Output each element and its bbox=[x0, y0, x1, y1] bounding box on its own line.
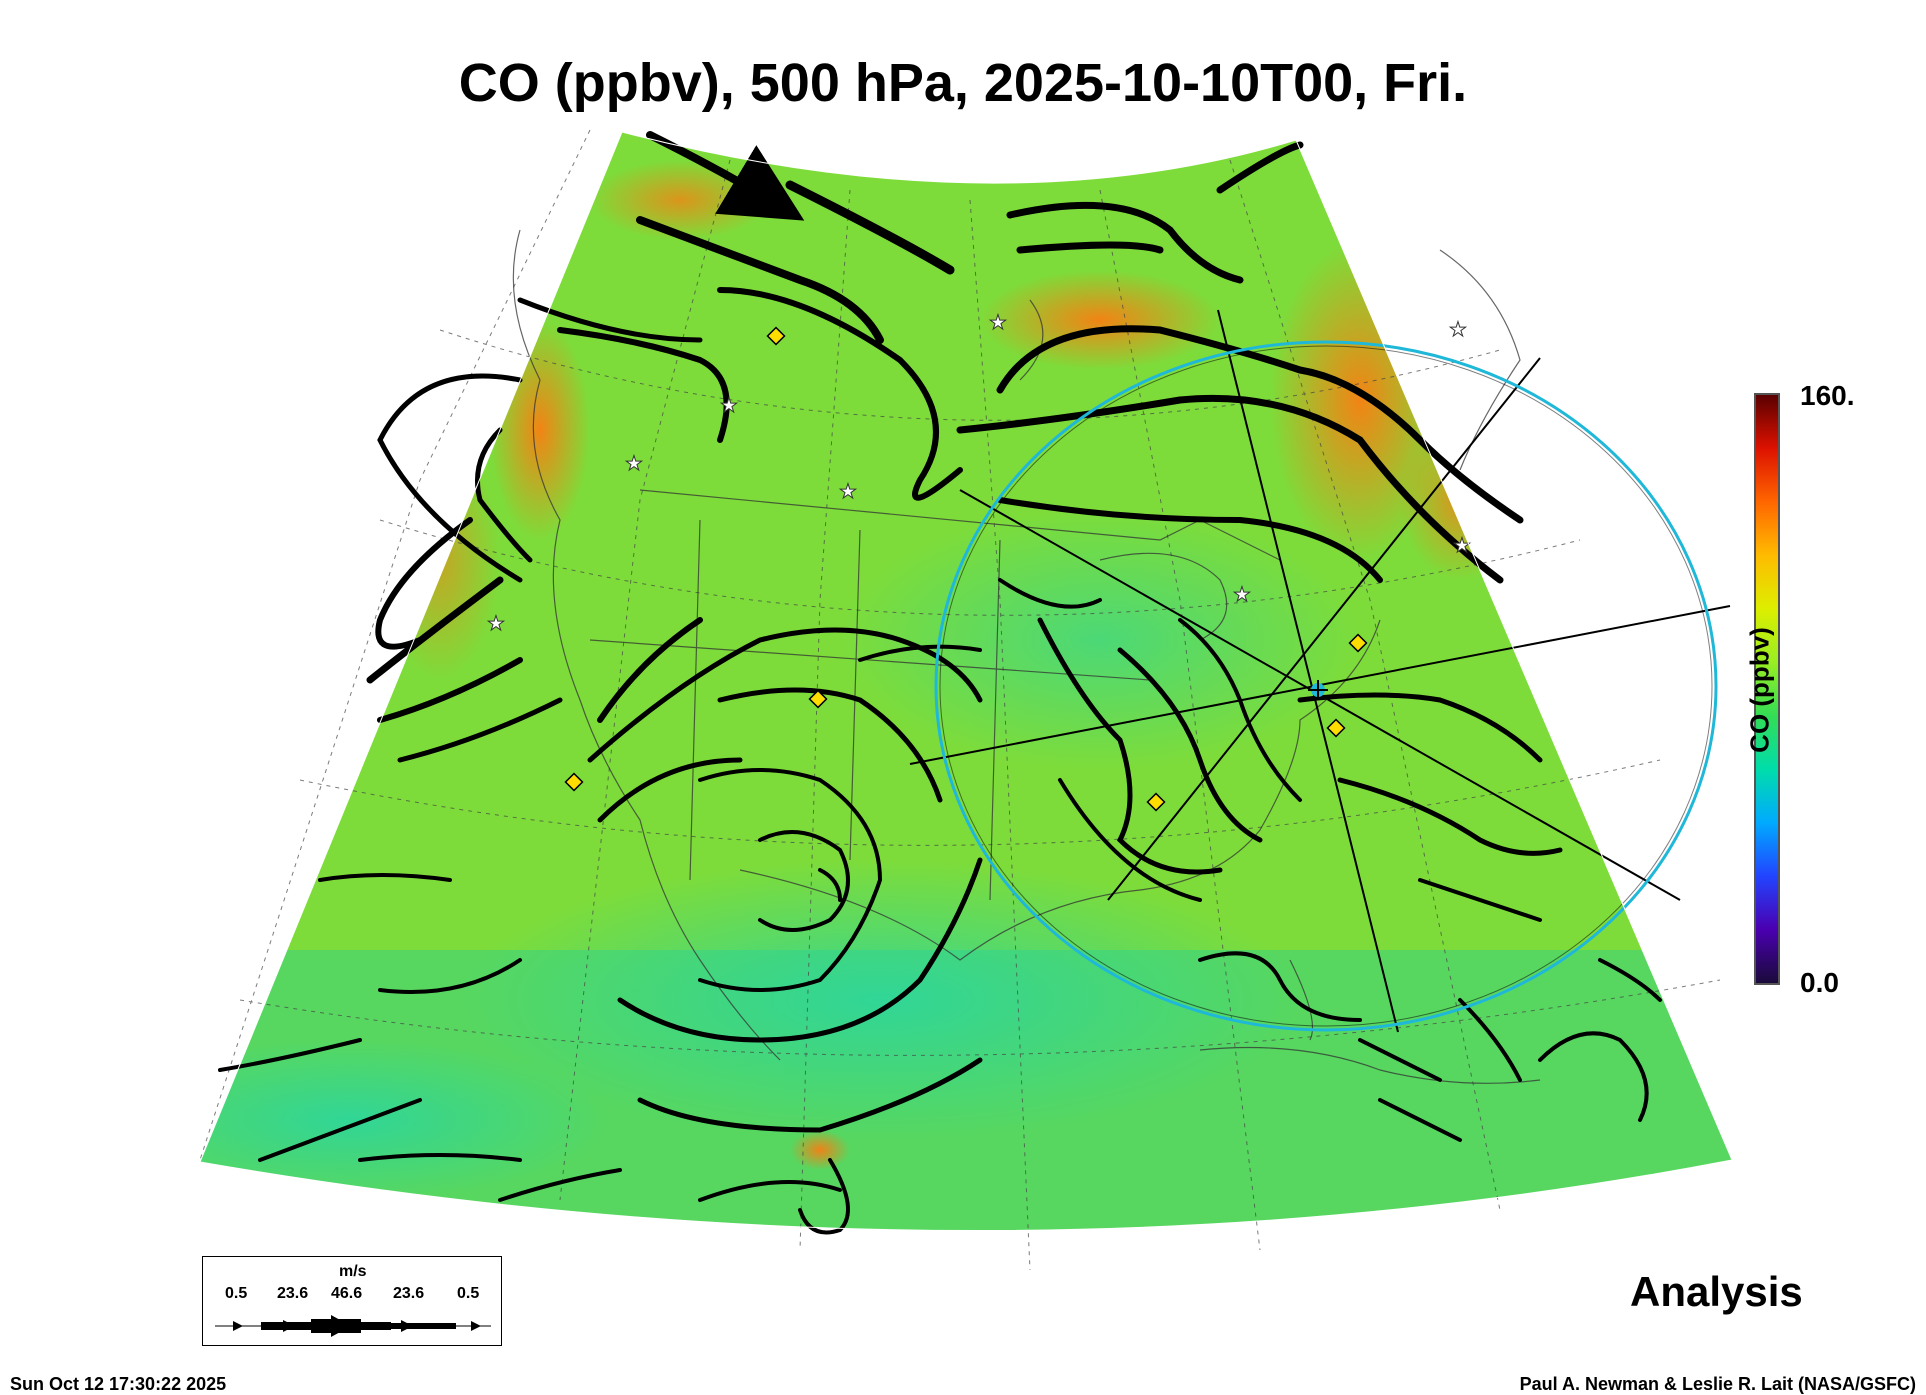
star-marker-icon: ★ bbox=[989, 310, 1007, 334]
legend-arrow-icon bbox=[215, 1315, 491, 1337]
wind-speed-legend: m/s 0.5 23.6 46.6 23.6 0.5 bbox=[202, 1256, 502, 1346]
star-marker-icon: ★ bbox=[1449, 317, 1467, 341]
star-markers: ★ ★ ★ ★ ★ ★ ★ ★ bbox=[487, 310, 1472, 636]
legend-speed-3: 46.6 bbox=[331, 1285, 363, 1302]
analysis-label: Analysis bbox=[1630, 1268, 1803, 1315]
diamond-marker-icon bbox=[1348, 633, 1368, 653]
star-marker-icon: ★ bbox=[1453, 533, 1471, 557]
legend-speed-1: 0.5 bbox=[225, 1285, 248, 1302]
star-marker-icon: ★ bbox=[839, 479, 857, 503]
star-marker-icon: ★ bbox=[487, 611, 505, 635]
range-ring bbox=[934, 340, 1718, 1032]
co-field bbox=[200, 132, 1732, 1231]
map-title: CO (ppbv), 500 hPa, 2025-10-10T00, Fri. bbox=[458, 53, 1468, 113]
diamond-marker-icon bbox=[766, 326, 786, 346]
diamond-markers bbox=[564, 326, 1368, 812]
legend-units: m/s bbox=[339, 1263, 367, 1280]
coastlines bbox=[512, 229, 1541, 1084]
diamond-marker-icon bbox=[564, 772, 584, 792]
center-marker-icon bbox=[1308, 680, 1328, 700]
credit-line: Paul A. Newman & Leslie R. Lait (NASA/GS… bbox=[1519, 1374, 1916, 1394]
star-marker-icon: ★ bbox=[720, 393, 738, 417]
star-marker-icon: ★ bbox=[1233, 582, 1251, 606]
legend-speed-5: 0.5 bbox=[457, 1285, 480, 1302]
diamond-marker-icon bbox=[1326, 718, 1346, 738]
legend-speed-4: 23.6 bbox=[393, 1285, 425, 1302]
timestamp: Sun Oct 12 17:30:22 2025 bbox=[10, 1374, 227, 1394]
colorbar-title: CO (ppbv) bbox=[1744, 627, 1775, 753]
colorbar-max-label: 160. bbox=[1800, 380, 1855, 411]
star-marker-icon: ★ bbox=[625, 451, 643, 475]
diamond-marker-icon bbox=[808, 689, 828, 709]
colorbar-min-label: 0.0 bbox=[1800, 967, 1839, 998]
legend-speed-2: 23.6 bbox=[277, 1285, 309, 1302]
streamlines bbox=[218, 131, 1662, 1235]
diamond-marker-icon bbox=[1146, 792, 1166, 812]
colorbar bbox=[1754, 393, 1780, 985]
